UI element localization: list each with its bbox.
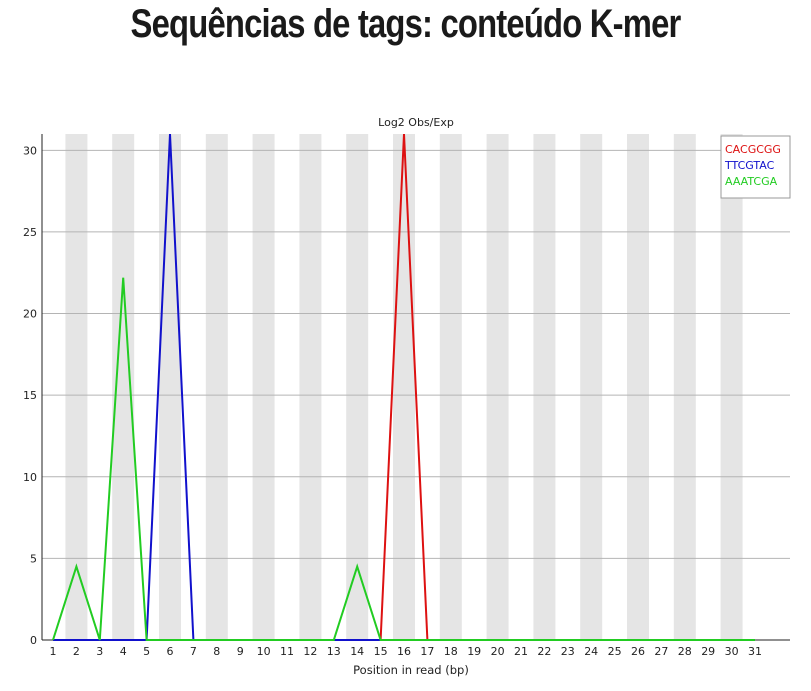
band-30 bbox=[720, 134, 743, 640]
band-2 bbox=[65, 134, 88, 640]
x-tick-label: 22 bbox=[537, 645, 551, 658]
y-tick-label: 15 bbox=[23, 389, 37, 402]
x-tick-labels: 1 2 3 4 5 6 7 8 9 10 11 12 13 14 15 16 17 18 19 20 21 22 23 24 2… bbox=[50, 645, 763, 658]
chart-title: Log2 Obs/Exp bbox=[378, 116, 454, 129]
band-18 bbox=[439, 134, 462, 640]
alternating-bands bbox=[65, 134, 743, 640]
x-tick-label: 2 bbox=[73, 645, 80, 658]
x-tick-label: 7 bbox=[190, 645, 197, 658]
x-tick-label: 17 bbox=[420, 645, 434, 658]
band-8 bbox=[205, 134, 228, 640]
x-tick-label: 16 bbox=[397, 645, 411, 658]
x-tick-label: 9 bbox=[237, 645, 244, 658]
x-tick-label: 19 bbox=[467, 645, 481, 658]
series-lines bbox=[52, 133, 755, 641]
y-tick-label: 30 bbox=[23, 144, 37, 157]
x-tick-label: 10 bbox=[257, 645, 271, 658]
y-tick-label: 10 bbox=[23, 471, 37, 484]
x-tick-label: 11 bbox=[280, 645, 294, 658]
y-tick-label: 0 bbox=[30, 634, 37, 647]
x-tick-label: 29 bbox=[701, 645, 715, 658]
x-tick-label: 25 bbox=[608, 645, 622, 658]
band-16 bbox=[393, 134, 415, 640]
x-tick-label: 26 bbox=[631, 645, 645, 658]
series-line-AAATCGA bbox=[52, 277, 755, 641]
x-tick-label: 6 bbox=[167, 645, 174, 658]
legend-box bbox=[720, 135, 791, 199]
x-axis-label: Position in read (bp) bbox=[353, 663, 469, 677]
band-28 bbox=[673, 134, 696, 640]
x-tick-label: 20 bbox=[491, 645, 505, 658]
band-26 bbox=[627, 134, 649, 640]
band-4 bbox=[112, 134, 135, 640]
y-tick-labels: 0 5 10 15 20 25 30 bbox=[23, 144, 37, 647]
y-tick-label: 5 bbox=[30, 552, 37, 565]
band-6 bbox=[159, 134, 181, 640]
x-tick-label: 14 bbox=[350, 645, 364, 658]
band-10 bbox=[252, 134, 275, 640]
x-tick-label: 18 bbox=[444, 645, 458, 658]
x-tick-label: 13 bbox=[327, 645, 341, 658]
x-tick-label: 21 bbox=[514, 645, 528, 658]
band-22 bbox=[533, 134, 556, 640]
x-tick-label: 4 bbox=[120, 645, 127, 658]
legend: CACGCGG TTCGTAC AAATCGA bbox=[720, 135, 791, 199]
x-tick-label: 12 bbox=[303, 645, 317, 658]
x-tick-label: 30 bbox=[725, 645, 739, 658]
x-tick-label: 24 bbox=[584, 645, 598, 658]
y-tick-label: 20 bbox=[23, 308, 37, 321]
slide-title: Sequências de tags: conteúdo K-mer bbox=[130, 2, 682, 46]
x-tick-label: 3 bbox=[96, 645, 103, 658]
x-tick-label: 8 bbox=[213, 645, 220, 658]
y-tick-label: 25 bbox=[23, 226, 37, 239]
band-20 bbox=[486, 134, 509, 640]
legend-entry: TTCGTAC bbox=[724, 159, 775, 172]
x-tick-label: 1 bbox=[50, 645, 57, 658]
x-tick-label: 31 bbox=[748, 645, 762, 658]
x-tick-label: 27 bbox=[654, 645, 668, 658]
legend-entry: CACGCGG bbox=[725, 143, 781, 156]
band-12 bbox=[299, 134, 322, 640]
band-14 bbox=[346, 134, 369, 640]
x-tick-label: 15 bbox=[374, 645, 388, 658]
band-24 bbox=[580, 134, 603, 640]
x-tick-label: 28 bbox=[678, 645, 692, 658]
x-tick-label: 23 bbox=[561, 645, 575, 658]
x-tick-label: 5 bbox=[143, 645, 150, 658]
legend-entry: AAATCGA bbox=[725, 175, 778, 188]
